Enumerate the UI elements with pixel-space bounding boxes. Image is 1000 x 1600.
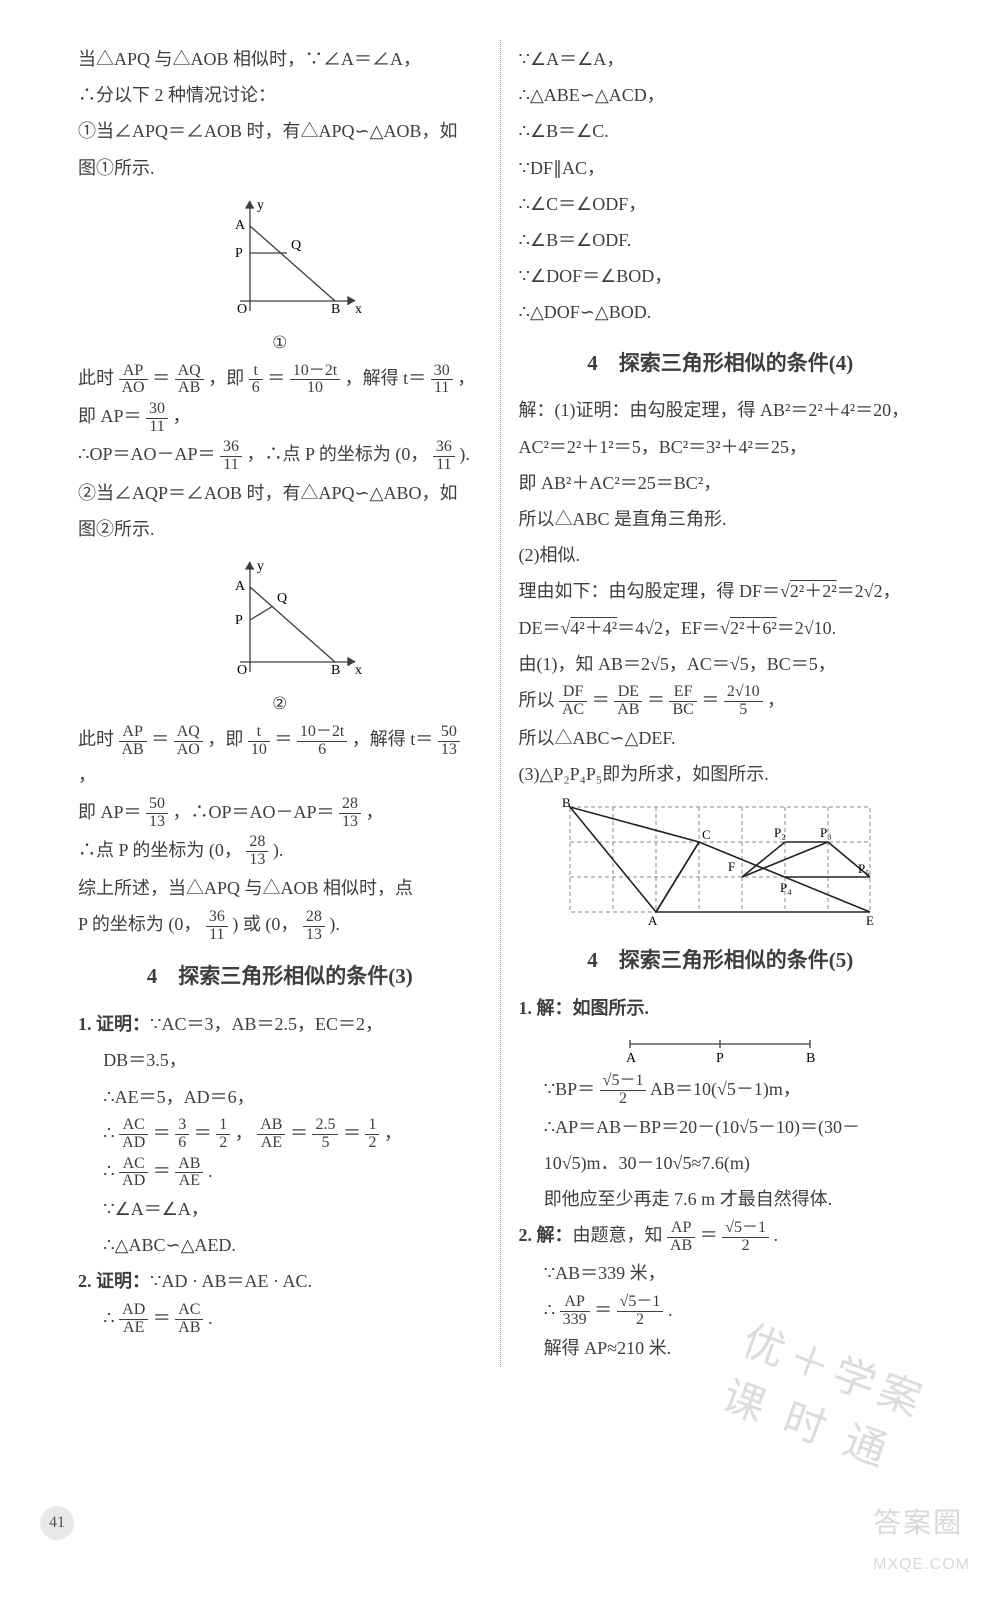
right-column: ∵∠A＝∠A， ∴△ABE∽△ACD， ∴∠B＝∠C. ∵DF∥AC， ∴∠C＝… — [501, 40, 941, 1367]
text-line: ∴ ACAD ＝ 36 ＝ 12 ， ABAE ＝ 2.55 ＝ 12 ， — [78, 1116, 482, 1152]
text-line: ∴OP＝AO－AP＝ 3611 ，∴点 P 的坐标为 (0， 3611 ). — [78, 437, 482, 473]
svg-text:A: A — [648, 913, 658, 927]
text-line: ∴△DOF∽△BOD. — [519, 295, 923, 329]
text-line: 所以△ABC∽△DEF. — [519, 721, 923, 755]
text-line: (2)相似. — [519, 538, 923, 572]
text-line: ①当∠APQ＝∠AOB 时，有△APQ∽△AOB，如 — [78, 114, 482, 148]
svg-text:y: y — [257, 198, 264, 213]
text-line: ∵∠DOF＝∠BOD， — [519, 259, 923, 293]
svg-text:P: P — [716, 1051, 724, 1066]
text-line: 所以 DFAC ＝ DEAB ＝ EFBC ＝ 2√105 ， — [519, 683, 923, 719]
figure-2: y x A P Q O B — [195, 552, 365, 682]
svg-text:O: O — [237, 663, 247, 678]
text-line: ∴ AP339 ＝ √5－12 . — [519, 1293, 923, 1329]
text-line: DB＝3.5， — [78, 1043, 482, 1077]
text-line: ∴ ADAE ＝ ACAB . — [78, 1301, 482, 1337]
text-line: 理由如下：由勾股定理，得 DF＝√2²＋2²＝2√2， — [519, 574, 923, 608]
svg-text:B: B — [806, 1051, 815, 1066]
text-line: 由(1)，知 AB＝2√5，AC＝√5，BC＝5， — [519, 647, 923, 681]
text-line: ∴AP＝AB－BP＝20－(10√5－10)＝(30－ — [519, 1110, 923, 1144]
svg-text:P: P — [235, 246, 243, 261]
section-title: 4 探索三角形相似的条件(5) — [519, 941, 923, 981]
svg-text:P₂: P₂ — [774, 825, 786, 840]
text-line: ②当∠AQP＝∠AOB 时，有△APQ∽△ABO，如 — [78, 476, 482, 510]
text-line: 当△APQ 与△AOB 相似时，∵∠A＝∠A， — [78, 42, 482, 76]
text-line: ∵∠A＝∠A， — [519, 42, 923, 76]
content-columns: 当△APQ 与△AOB 相似时，∵∠A＝∠A， ∴分以下 2 种情况讨论： ①当… — [60, 40, 940, 1367]
text-line: ∴△ABC∽△AED. — [78, 1228, 482, 1262]
text-line: 图②所示. — [78, 512, 482, 546]
text-line: 解：(1)证明：由勾股定理，得 AB²＝2²＋4²＝20， — [519, 393, 923, 427]
svg-text:P₅: P₅ — [858, 861, 870, 876]
text-line: ∵∠A＝∠A， — [78, 1192, 482, 1226]
text-line: ∴ ACAD ＝ ABAE . — [78, 1154, 482, 1190]
text-line: ∵BP＝ √5－12 AB＝10(√5－1)m， — [519, 1072, 923, 1108]
text-line: 图①所示. — [78, 151, 482, 185]
svg-text:E: E — [866, 913, 874, 927]
text-line: 所以△ABC 是直角三角形. — [519, 502, 923, 536]
text-line: (3)△P₂P₄P₅即为所求，如图所示. — [519, 757, 923, 791]
text-line: 综上所述，当△APQ 与△AOB 相似时，点 — [78, 871, 482, 905]
svg-text:Q: Q — [277, 591, 287, 606]
svg-text:x: x — [355, 663, 362, 678]
svg-text:F: F — [728, 859, 735, 874]
svg-text:P₄: P₄ — [780, 880, 792, 895]
svg-text:O: O — [237, 302, 247, 317]
text-line: ∴AE＝5，AD＝6， — [78, 1080, 482, 1114]
text-line: 2. 解：由题意，知 APAB ＝ √5－12 . — [519, 1218, 923, 1254]
svg-text:B: B — [331, 302, 340, 317]
text-line: 10√5)m．30－10√5≈7.6(m) — [519, 1146, 923, 1180]
text-line: DE＝√4²＋4²＝4√2，EF＝√2²＋6²＝2√10. — [519, 611, 923, 645]
text-line: ∴点 P 的坐标为 (0， 2813 ). — [78, 833, 482, 869]
svg-text:A: A — [235, 579, 246, 594]
section-title: 4 探索三角形相似的条件(3) — [78, 957, 482, 997]
text-line: P 的坐标为 (0， 3611 ) 或 (0， 2813 ). — [78, 907, 482, 943]
svg-text:P₃: P₃ — [820, 825, 832, 840]
figure-1: y x A P Q O B — [195, 191, 365, 321]
text-line: 解得 AP≈210 米. — [519, 1331, 923, 1365]
text-line: 2. 证明：∵AD · AB＝AE · AC. — [78, 1264, 482, 1298]
text-line: 此时 APAO ＝ AQAB ，即 t6 ＝ 10－2t10 ，解得 t＝ 30… — [78, 361, 482, 397]
svg-text:C: C — [702, 827, 711, 842]
segment-figure: A P B — [610, 1032, 830, 1066]
text-line: ∴∠B＝∠ODF. — [519, 223, 923, 257]
text-line: ∴∠C＝∠ODF， — [519, 187, 923, 221]
text-line: ∵AB＝339 米， — [519, 1256, 923, 1290]
corner-brand: 答案圈 MXQE.COM — [873, 1496, 970, 1580]
svg-text:P: P — [235, 613, 243, 628]
text-line: 1. 解：如图所示. — [519, 991, 923, 1025]
text-line: ∴分以下 2 种情况讨论： — [78, 78, 482, 112]
text-line: ∴△ABE∽△ACD， — [519, 78, 923, 112]
text-line: AC²＝2²＋1²＝5，BC²＝3²＋4²＝25， — [519, 430, 923, 464]
left-column: 当△APQ 与△AOB 相似时，∵∠A＝∠A， ∴分以下 2 种情况讨论： ①当… — [60, 40, 501, 1367]
text-line: 即 AB²＋AC²＝25＝BC²， — [519, 466, 923, 500]
svg-text:y: y — [257, 559, 264, 574]
figure-caption: ② — [78, 688, 482, 720]
text-line: 1. 证明：∵AC＝3，AB＝2.5，EC＝2， — [78, 1007, 482, 1041]
figure-caption: ① — [78, 327, 482, 359]
svg-text:A: A — [626, 1051, 637, 1066]
text-line: 即 AP＝ 3011 ， — [78, 399, 482, 435]
text-line: ∵DF∥AC， — [519, 151, 923, 185]
text-line: 即他应至少再走 7.6 m 才最自然得体. — [519, 1182, 923, 1216]
page-number: 41 — [40, 1506, 74, 1540]
svg-text:x: x — [355, 302, 362, 317]
svg-text:Q: Q — [291, 238, 301, 253]
grid-figure: B A C E F P₂ P₃ P₄ P₅ — [560, 797, 880, 927]
text-line: ∴∠B＝∠C. — [519, 114, 923, 148]
svg-text:B: B — [331, 663, 340, 678]
section-title: 4 探索三角形相似的条件(4) — [519, 344, 923, 384]
text-line: 此时 APAB ＝ AQAO ，即 t10 ＝ 10－2t6 ，解得 t＝ 50… — [78, 722, 482, 792]
svg-text:A: A — [235, 218, 246, 233]
text-line: 即 AP＝ 5013 ，∴OP＝AO－AP＝ 2813 ， — [78, 795, 482, 831]
svg-text:B: B — [562, 797, 571, 810]
